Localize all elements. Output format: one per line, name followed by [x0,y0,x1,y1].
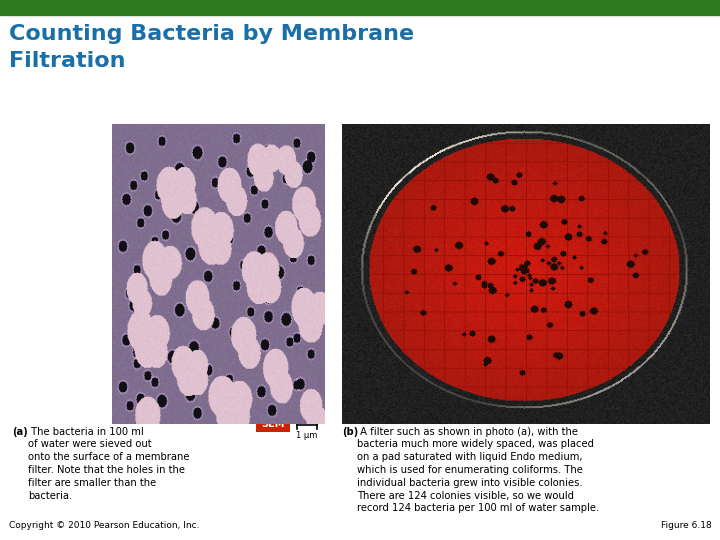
Text: Counting Bacteria by Membrane: Counting Bacteria by Membrane [9,24,415,44]
Text: Filtration: Filtration [9,51,126,71]
Text: The bacteria in 100 ml
of water were sieved out
onto the surface of a membrane
f: The bacteria in 100 ml of water were sie… [28,427,189,501]
Text: SEM: SEM [261,419,284,429]
Text: Figure 6.18: Figure 6.18 [661,521,711,530]
Text: (a): (a) [12,427,28,437]
Text: Copyright © 2010 Pearson Education, Inc.: Copyright © 2010 Pearson Education, Inc. [9,521,200,530]
Text: 1 μm: 1 μm [297,431,318,441]
Text: A filter such as shown in photo (a), with the
bacteria much more widely spaced, : A filter such as shown in photo (a), wit… [357,427,599,514]
Text: (b): (b) [342,427,359,437]
Bar [0,0,720,15]
Bar [256,416,290,432]
